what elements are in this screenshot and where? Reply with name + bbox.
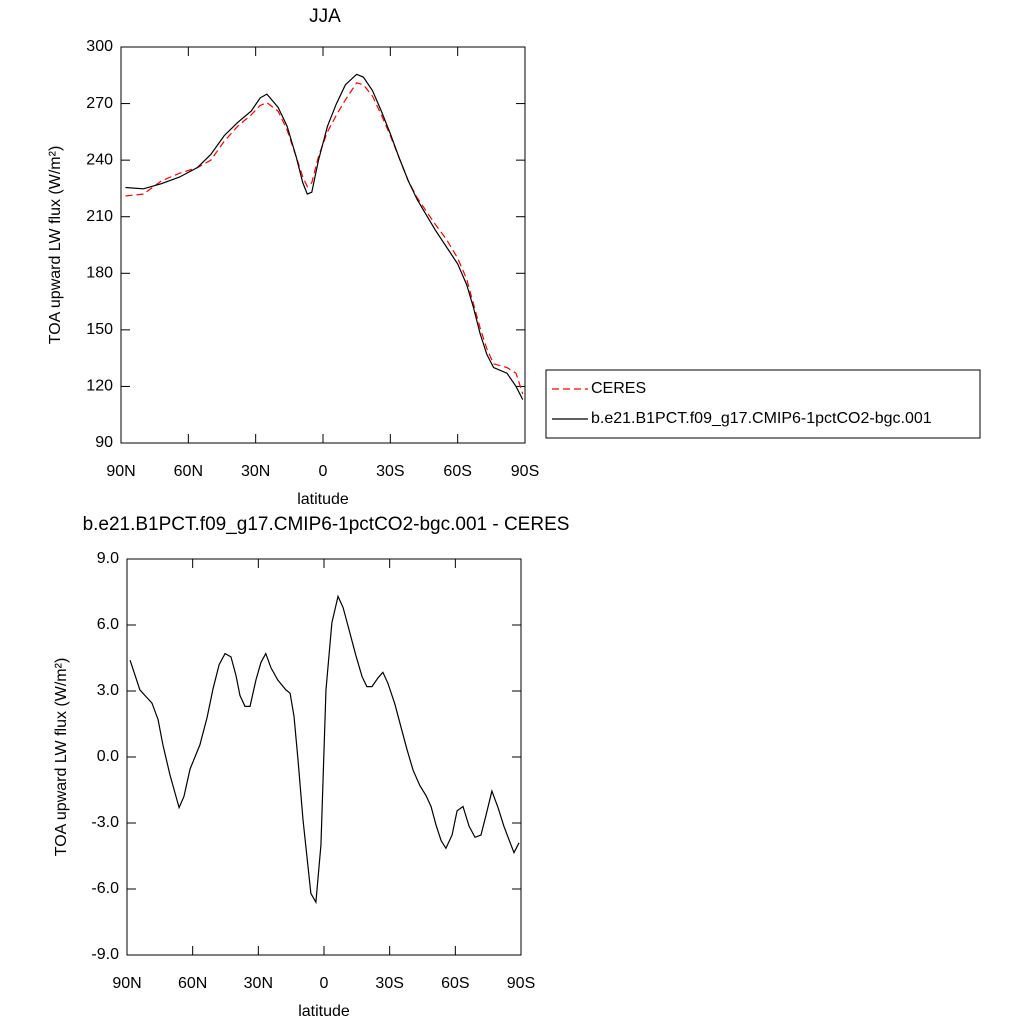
y-tick-label: 90 xyxy=(95,434,113,451)
x-tick-label: 30N xyxy=(244,975,273,992)
y-tick-label: 180 xyxy=(86,265,113,282)
chart-title: b.e21.B1PCT.f09_g17.CMIP6-1pctCO2-bgc.00… xyxy=(83,514,570,535)
legend-label: b.e21.B1PCT.f09_g17.CMIP6-1pctCO2-bgc.00… xyxy=(591,410,932,427)
x-tick-label: 90S xyxy=(511,463,539,480)
y-axis-label: TOA upward LW flux (W/m²) xyxy=(47,146,64,345)
plot-frame xyxy=(120,46,526,444)
y-tick-label: 120 xyxy=(86,378,113,395)
legend-label: CERES xyxy=(591,380,646,397)
y-tick-label: 210 xyxy=(86,208,113,225)
x-tick-label: 30N xyxy=(241,463,270,480)
y-tick-label: -3.0 xyxy=(91,814,119,831)
x-axis-label: latitude xyxy=(297,491,349,508)
y-tick-label: -9.0 xyxy=(91,946,119,963)
y-tick-label: 6.0 xyxy=(97,616,119,633)
x-tick-label: 0 xyxy=(320,975,329,992)
legend-box xyxy=(545,369,981,439)
y-tick-label: 270 xyxy=(86,95,113,112)
x-tick-label: 90N xyxy=(112,975,141,992)
x-tick-label: 0 xyxy=(319,463,328,480)
x-tick-label: 30S xyxy=(375,975,403,992)
x-axis-label: latitude xyxy=(298,1003,350,1020)
data-line xyxy=(125,73,524,400)
y-tick-label: 240 xyxy=(86,151,113,168)
y-tick-label: 3.0 xyxy=(97,682,119,699)
x-tick-label: 60S xyxy=(441,975,469,992)
chart-title: JJA xyxy=(309,6,341,27)
x-tick-label: 90N xyxy=(106,463,135,480)
y-tick-label: 9.0 xyxy=(97,550,119,567)
y-tick-label: 0.0 xyxy=(97,748,119,765)
x-tick-label: 90S xyxy=(507,975,535,992)
data-line xyxy=(125,82,524,395)
y-tick-label: 300 xyxy=(86,38,113,55)
data-line xyxy=(129,594,520,905)
x-tick-label: 60N xyxy=(178,975,207,992)
y-axis-label: TOA upward LW flux (W/m²) xyxy=(53,658,70,857)
x-tick-label: 60N xyxy=(174,463,203,480)
x-tick-label: 30S xyxy=(376,463,404,480)
y-tick-label: -6.0 xyxy=(91,880,119,897)
x-tick-label: 60S xyxy=(443,463,471,480)
y-tick-label: 150 xyxy=(86,321,113,338)
